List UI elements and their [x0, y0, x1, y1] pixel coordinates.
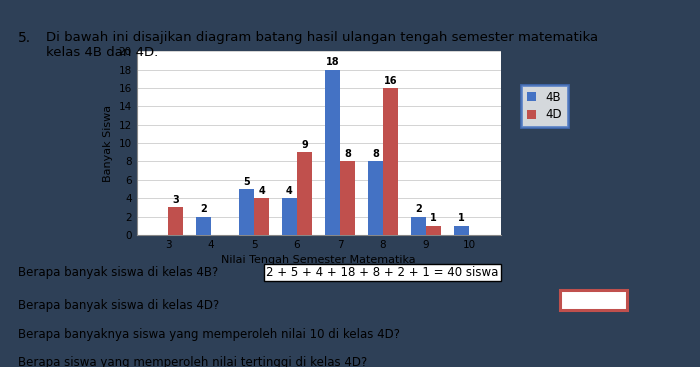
Legend: 4B, 4D: 4B, 4D	[521, 85, 568, 127]
Text: 5: 5	[243, 177, 250, 187]
Text: Di bawah ini disajikan diagram batang hasil ulangan tengah semester matematika: Di bawah ini disajikan diagram batang ha…	[46, 31, 598, 44]
Text: Berapa siswa yang memperoleh nilai tertinggi di kelas 4D?: Berapa siswa yang memperoleh nilai terti…	[18, 356, 367, 367]
Text: 18: 18	[326, 58, 340, 68]
Text: Berapa banyak siswa di kelas 4D?: Berapa banyak siswa di kelas 4D?	[18, 299, 218, 312]
Text: 4: 4	[258, 186, 265, 196]
Text: 1: 1	[430, 214, 437, 224]
Text: 3: 3	[172, 195, 179, 205]
Bar	[383, 88, 398, 235]
Text: 5.: 5.	[18, 31, 31, 45]
Bar	[340, 161, 355, 235]
Bar	[426, 226, 441, 235]
Text: Berapa banyaknya siswa yang memperoleh nilai 10 di kelas 4D?: Berapa banyaknya siswa yang memperoleh n…	[18, 328, 400, 341]
Text: Berapa banyak siswa di kelas 4B?: Berapa banyak siswa di kelas 4B?	[18, 266, 218, 279]
Bar	[282, 198, 297, 235]
Bar	[254, 198, 269, 235]
X-axis label: Nilai Tengah Semester Matematika: Nilai Tengah Semester Matematika	[221, 255, 416, 265]
Text: 2: 2	[415, 204, 422, 214]
Text: 2 + 5 + 4 + 18 + 8 + 2 + 1 = 40 siswa: 2 + 5 + 4 + 18 + 8 + 2 + 1 = 40 siswa	[266, 266, 498, 279]
Text: 4: 4	[286, 186, 293, 196]
Y-axis label: Banyak Siswa: Banyak Siswa	[103, 105, 113, 182]
Bar	[239, 189, 254, 235]
Text: 8: 8	[344, 149, 351, 159]
Text: 1: 1	[458, 214, 465, 224]
Bar	[325, 70, 340, 235]
Text: 2: 2	[200, 204, 207, 214]
Bar	[196, 217, 211, 235]
Bar	[454, 226, 469, 235]
Bar	[297, 152, 312, 235]
Text: 16: 16	[384, 76, 397, 86]
Text: kelas 4B dan 4D.: kelas 4B dan 4D.	[46, 46, 158, 59]
Bar	[368, 161, 383, 235]
Text: 8: 8	[372, 149, 379, 159]
Bar	[168, 207, 183, 235]
Text: 9: 9	[301, 140, 308, 150]
Bar	[411, 217, 426, 235]
